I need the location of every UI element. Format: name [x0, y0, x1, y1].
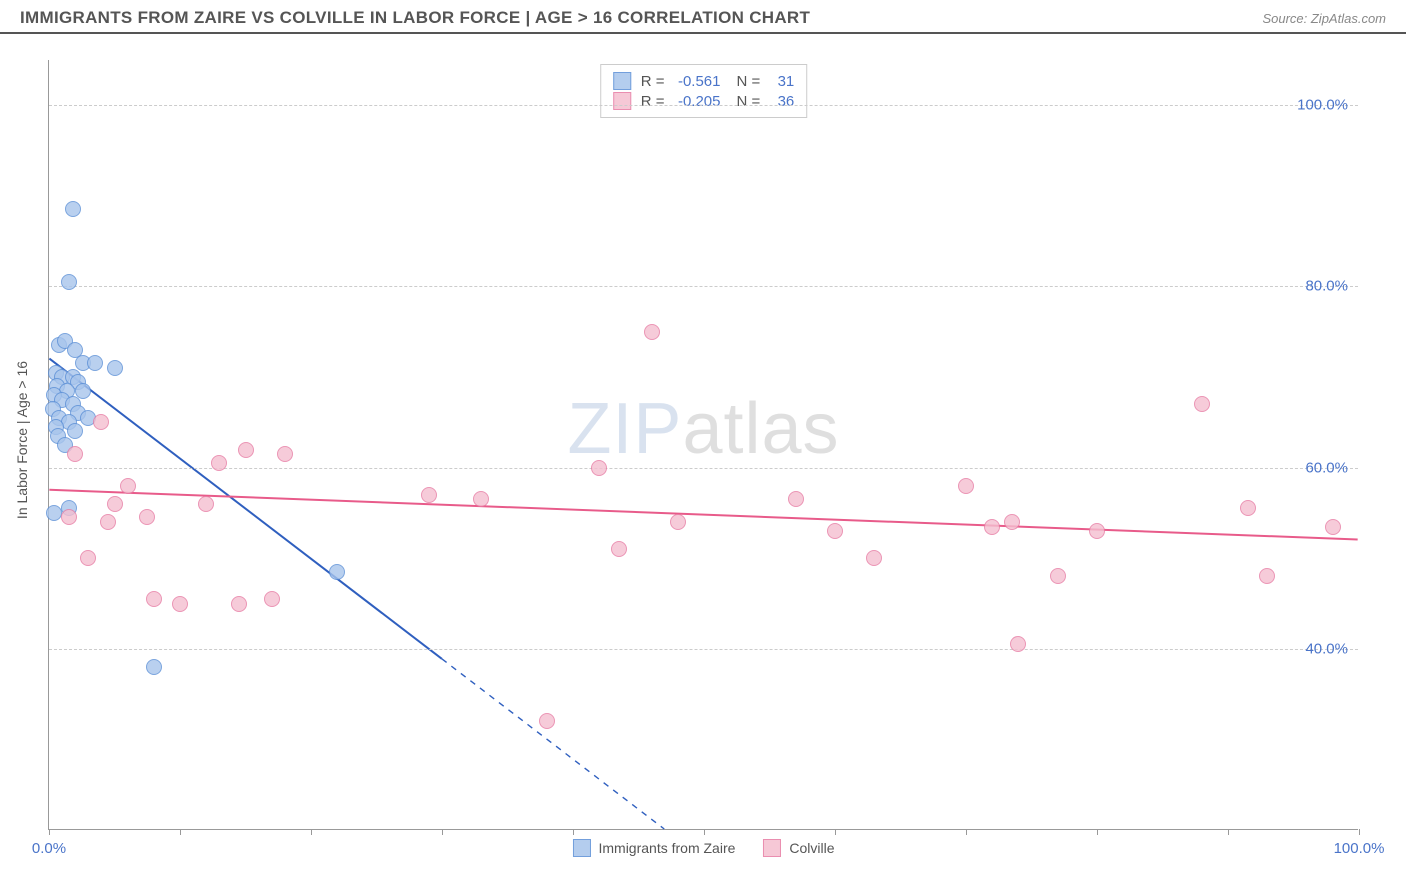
data-point — [87, 355, 103, 371]
x-tick-mark — [311, 829, 312, 835]
data-point — [146, 591, 162, 607]
data-point — [65, 201, 81, 217]
x-tick-label-right: 100.0% — [1334, 840, 1385, 857]
r-value-zaire: -0.561 — [671, 73, 721, 90]
data-point — [211, 455, 227, 471]
y-axis-label: In Labor Force | Age > 16 — [14, 361, 30, 519]
n-label: N = — [737, 73, 761, 90]
data-point — [67, 446, 83, 462]
data-point — [107, 360, 123, 376]
swatch-colville — [613, 92, 631, 110]
r-label: R = — [641, 93, 665, 110]
x-tick-label-left: 0.0% — [32, 840, 66, 857]
data-point — [67, 423, 83, 439]
data-point — [61, 274, 77, 290]
data-point — [1010, 636, 1026, 652]
series-legend: Immigrants from Zaire Colville — [572, 839, 834, 857]
data-point — [473, 491, 489, 507]
trendline-dashed — [442, 659, 664, 829]
x-tick-mark — [442, 829, 443, 835]
watermark: ZIPatlas — [567, 388, 839, 470]
data-point — [421, 487, 437, 503]
y-tick-label: 60.0% — [1305, 459, 1348, 476]
x-tick-mark — [180, 829, 181, 835]
data-point — [1194, 396, 1210, 412]
legend-item-zaire: Immigrants from Zaire — [572, 839, 735, 857]
x-tick-mark — [573, 829, 574, 835]
data-point — [788, 491, 804, 507]
data-point — [670, 514, 686, 530]
data-point — [80, 550, 96, 566]
watermark-thin: atlas — [682, 389, 839, 469]
series-name-colville: Colville — [789, 840, 834, 856]
data-point — [172, 596, 188, 612]
data-point — [100, 514, 116, 530]
data-point — [231, 596, 247, 612]
data-point — [139, 509, 155, 525]
r-value-colville: -0.205 — [671, 93, 721, 110]
data-point — [198, 496, 214, 512]
legend-item-colville: Colville — [763, 839, 834, 857]
y-tick-label: 80.0% — [1305, 278, 1348, 295]
data-point — [984, 519, 1000, 535]
chart-header: IMMIGRANTS FROM ZAIRE VS COLVILLE IN LAB… — [0, 0, 1406, 34]
n-value-zaire: 31 — [766, 73, 794, 90]
x-tick-mark — [704, 829, 705, 835]
data-point — [539, 713, 555, 729]
r-label: R = — [641, 73, 665, 90]
data-point — [644, 324, 660, 340]
data-point — [93, 414, 109, 430]
data-point — [75, 383, 91, 399]
x-tick-mark — [1228, 829, 1229, 835]
data-point — [329, 564, 345, 580]
data-point — [1050, 568, 1066, 584]
x-tick-mark — [1359, 829, 1360, 835]
data-point — [277, 446, 293, 462]
n-value-colville: 36 — [766, 93, 794, 110]
legend-row-colville: R = -0.205 N = 36 — [613, 92, 795, 110]
data-point — [1004, 514, 1020, 530]
data-point — [866, 550, 882, 566]
trendline-solid — [49, 490, 1357, 540]
gridline — [49, 286, 1358, 287]
gridline — [49, 105, 1358, 106]
data-point — [591, 460, 607, 476]
x-tick-mark — [49, 829, 50, 835]
data-point — [61, 509, 77, 525]
correlation-legend: R = -0.561 N = 31 R = -0.205 N = 36 — [600, 64, 808, 118]
data-point — [1089, 523, 1105, 539]
data-point — [1259, 568, 1275, 584]
x-tick-mark — [1097, 829, 1098, 835]
data-point — [238, 442, 254, 458]
data-point — [107, 496, 123, 512]
swatch-colville — [763, 839, 781, 857]
data-point — [1240, 500, 1256, 516]
swatch-zaire — [572, 839, 590, 857]
swatch-zaire — [613, 72, 631, 90]
x-tick-mark — [966, 829, 967, 835]
chart-title: IMMIGRANTS FROM ZAIRE VS COLVILLE IN LAB… — [20, 8, 810, 28]
gridline — [49, 468, 1358, 469]
y-tick-label: 40.0% — [1305, 640, 1348, 657]
data-point — [1325, 519, 1341, 535]
y-tick-label: 100.0% — [1297, 97, 1348, 114]
series-name-zaire: Immigrants from Zaire — [598, 840, 735, 856]
x-tick-mark — [835, 829, 836, 835]
chart-source: Source: ZipAtlas.com — [1262, 11, 1386, 26]
data-point — [146, 659, 162, 675]
data-point — [827, 523, 843, 539]
watermark-bold: ZIP — [567, 389, 682, 469]
data-point — [264, 591, 280, 607]
data-point — [958, 478, 974, 494]
data-point — [120, 478, 136, 494]
n-label: N = — [737, 93, 761, 110]
gridline — [49, 649, 1358, 650]
chart-plot-area: ZIPatlas R = -0.561 N = 31 R = -0.205 N … — [48, 60, 1358, 830]
legend-row-zaire: R = -0.561 N = 31 — [613, 72, 795, 90]
data-point — [611, 541, 627, 557]
